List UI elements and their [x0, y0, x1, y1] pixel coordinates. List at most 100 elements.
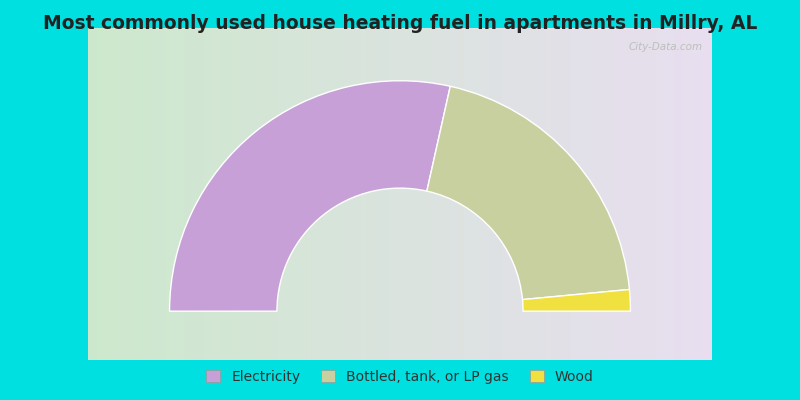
Bar: [342, 18, 345, 360]
Bar: [389, 18, 392, 360]
Bar: [238, 18, 242, 360]
Bar: [421, 18, 423, 360]
Bar: [615, 18, 618, 360]
Bar: [386, 18, 389, 360]
Bar: [260, 18, 263, 360]
Bar: [113, 18, 116, 360]
Bar: [310, 18, 314, 360]
Bar: [219, 18, 222, 360]
Bar: [198, 18, 201, 360]
Bar: [348, 18, 351, 360]
Wedge shape: [522, 290, 630, 311]
Bar: [392, 18, 395, 360]
Bar: [672, 18, 674, 360]
Bar: [354, 18, 358, 360]
Bar: [126, 18, 128, 360]
Bar: [650, 18, 653, 360]
Bar: [103, 18, 106, 360]
Bar: [90, 18, 94, 360]
Bar: [587, 18, 590, 360]
Bar: [106, 18, 110, 360]
Bar: [110, 18, 113, 360]
Bar: [119, 18, 122, 360]
Bar: [254, 18, 257, 360]
Bar: [514, 18, 518, 360]
Bar: [213, 18, 216, 360]
Bar: [666, 18, 669, 360]
Bar: [201, 18, 204, 360]
Bar: [229, 18, 232, 360]
Bar: [157, 18, 160, 360]
Bar: [678, 18, 681, 360]
Bar: [182, 18, 185, 360]
Bar: [87, 18, 90, 360]
Bar: [618, 18, 622, 360]
Bar: [574, 18, 578, 360]
Bar: [185, 18, 188, 360]
Bar: [452, 18, 455, 360]
Bar: [662, 18, 666, 360]
Bar: [323, 18, 326, 360]
Bar: [141, 18, 144, 360]
Bar: [602, 18, 606, 360]
Bar: [439, 18, 442, 360]
Bar: [279, 18, 282, 360]
Bar: [207, 18, 210, 360]
Bar: [477, 18, 480, 360]
Bar: [480, 18, 483, 360]
Bar: [690, 18, 694, 360]
Bar: [640, 18, 643, 360]
Bar: [160, 18, 163, 360]
Bar: [674, 18, 678, 360]
Bar: [226, 18, 229, 360]
Bar: [379, 18, 382, 360]
Bar: [222, 18, 226, 360]
Bar: [122, 18, 126, 360]
Bar: [374, 18, 377, 360]
Bar: [317, 18, 320, 360]
Bar: [154, 18, 157, 360]
Bar: [637, 18, 640, 360]
Bar: [166, 18, 169, 360]
Bar: [430, 18, 433, 360]
Bar: [395, 18, 398, 360]
Bar: [628, 18, 631, 360]
Bar: [402, 18, 405, 360]
Bar: [643, 18, 646, 360]
Bar: [568, 18, 571, 360]
Bar: [418, 18, 421, 360]
Bar: [578, 18, 581, 360]
Bar: [540, 18, 543, 360]
Bar: [242, 18, 245, 360]
Bar: [433, 18, 436, 360]
Bar: [178, 18, 182, 360]
Bar: [194, 18, 198, 360]
Bar: [367, 18, 370, 360]
Bar: [426, 18, 430, 360]
Bar: [499, 18, 502, 360]
Bar: [562, 18, 565, 360]
Bar: [584, 18, 587, 360]
Bar: [405, 18, 408, 360]
Bar: [100, 18, 103, 360]
Bar: [571, 18, 574, 360]
Bar: [493, 18, 496, 360]
Bar: [534, 18, 537, 360]
Bar: [134, 18, 138, 360]
Bar: [370, 18, 374, 360]
Bar: [462, 18, 464, 360]
Bar: [530, 18, 534, 360]
Bar: [606, 18, 609, 360]
Bar: [94, 18, 97, 360]
Bar: [333, 18, 336, 360]
Bar: [537, 18, 540, 360]
Bar: [307, 18, 310, 360]
Bar: [565, 18, 568, 360]
Bar: [411, 18, 414, 360]
Bar: [257, 18, 260, 360]
Bar: [694, 18, 697, 360]
Bar: [150, 18, 154, 360]
Bar: [700, 18, 703, 360]
Bar: [464, 18, 467, 360]
Bar: [163, 18, 166, 360]
